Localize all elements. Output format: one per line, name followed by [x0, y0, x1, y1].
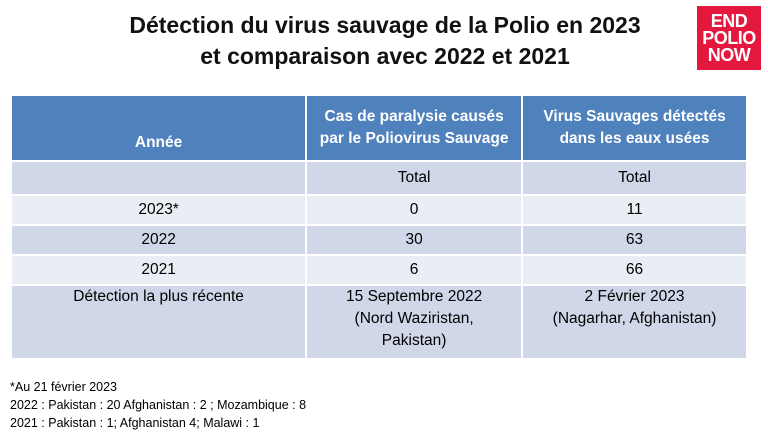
recent-detection-row: Détection la plus récente 15 Septembre 2… [12, 286, 746, 358]
row-year: 2022 [12, 226, 306, 254]
recent-cases-line-3: Pakistan) [381, 332, 447, 349]
recent-env-line-1: 2 Février 2023 [584, 288, 685, 305]
row-env: 11 [523, 196, 746, 224]
logo-line-3: NOW [707, 44, 751, 65]
header-env-line-1: Virus Sauvages détectés [543, 108, 726, 125]
header-env-line-2: dans les eaux usées [559, 130, 710, 147]
recent-cases: 15 Septembre 2022 (Nord Waziristan, Paki… [307, 286, 522, 358]
polio-table: Année Cas de paralysie causés par le Pol… [10, 94, 748, 360]
subheader-env: Total [523, 162, 746, 194]
header-cases: Cas de paralysie causés par le Polioviru… [307, 96, 522, 160]
footnote-date: *Au 21 février 2023 [10, 380, 118, 394]
row-env: 63 [523, 226, 746, 254]
row-cases: 30 [307, 226, 522, 254]
header-year: Année [12, 96, 306, 160]
table-row: 2022 30 63 [12, 226, 746, 254]
recent-label: Détection la plus récente [12, 286, 306, 358]
recent-env: 2 Février 2023 (Nagarhar, Afghanistan) [523, 286, 746, 358]
title-line-2: et comparaison avec 2022 et 2021 [200, 43, 570, 69]
logo-line-2: POLIO [702, 27, 756, 48]
recent-env-line-2: (Nagarhar, Afghanistan) [552, 310, 717, 327]
row-cases: 0 [307, 196, 522, 224]
page-title: Détection du virus sauvage de la Polio e… [80, 10, 690, 72]
subheader-year [12, 162, 306, 194]
footnote-2021: 2021 : Pakistan : 1; Afghanistan 4; Mala… [10, 416, 260, 430]
footnotes: *Au 21 février 2023 2022 : Pakistan : 20… [10, 378, 306, 432]
footnote-2022: 2022 : Pakistan : 20 Afghanistan : 2 ; M… [10, 398, 307, 412]
logo-line-1: END [710, 10, 748, 31]
row-cases: 6 [307, 256, 522, 284]
header-cases-line-1: Cas de paralysie causés [324, 108, 504, 125]
subheader-row: Total Total [12, 162, 746, 194]
table-row: 2023* 0 11 [12, 196, 746, 224]
row-year: 2023* [12, 196, 306, 224]
end-polio-now-logo: END POLIO NOW [697, 6, 761, 70]
subheader-cases: Total [307, 162, 522, 194]
row-year: 2021 [12, 256, 306, 284]
header-cases-line-2: par le Poliovirus Sauvage [319, 130, 509, 147]
table-row: 2021 6 66 [12, 256, 746, 284]
recent-cases-line-1: 15 Septembre 2022 [346, 288, 483, 305]
row-env: 66 [523, 256, 746, 284]
header-env: Virus Sauvages détectés dans les eaux us… [523, 96, 746, 160]
recent-cases-line-2: (Nord Waziristan, [354, 310, 474, 327]
title-line-1: Détection du virus sauvage de la Polio e… [129, 12, 641, 38]
header-row: Année Cas de paralysie causés par le Pol… [12, 96, 746, 160]
